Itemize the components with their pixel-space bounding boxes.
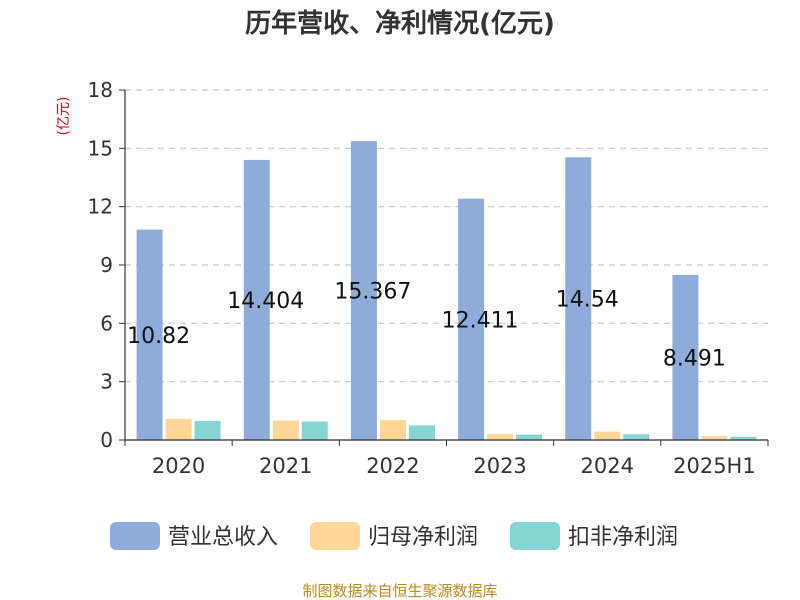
bar-series-1 [487,434,514,440]
data-label: 15.367 [334,280,411,305]
x-tick-label: 2021 [259,454,312,478]
legend-label: 扣非净利润 [568,525,678,550]
bar-series-0 [136,229,163,440]
legend-label: 营业总收入 [168,525,278,550]
bar-series-2 [623,434,650,440]
bar-series-0 [350,141,377,441]
grid-lines [125,89,768,383]
x-tick-label: 2025H1 [673,454,756,478]
bar-series-0 [458,198,485,440]
y-tick-label: 6 [100,311,113,335]
y-tick-label: 12 [88,195,113,219]
x-tick-label: 2022 [366,454,419,478]
bar-series-0 [565,157,592,440]
bars-group [136,141,757,441]
bar-series-2 [516,434,543,440]
legend-swatch [110,522,160,550]
bar-series-2 [301,421,328,440]
x-tick-label: 2023 [473,454,526,478]
y-axis-unit: (亿元) [56,97,72,136]
data-label: 14.404 [227,289,304,314]
y-tick-label: 9 [100,253,113,277]
x-tick-label: 2020 [152,454,205,478]
chart-title: 历年营收、净利情况(亿元) [245,8,555,39]
data-label: 10.82 [127,324,190,349]
data-label: 8.491 [663,346,726,371]
data-label: 12.411 [442,308,519,333]
y-tick-label: 18 [88,78,113,102]
bar-series-2 [408,425,435,440]
legend-swatch [310,522,360,550]
bar-series-1 [701,436,728,440]
legend: 营业总收入 归母净利润 扣非净利润 [110,522,678,550]
bar-series-0 [243,159,270,440]
y-tick-label: 15 [88,136,113,160]
axes-group: 0 3 6 9 12 15 18 2020 2021 2022 2023 2024 2025H1 [88,78,769,478]
x-tick-label: 2024 [581,454,634,478]
y-tick-label: 0 [100,428,113,452]
bar-series-1 [272,420,299,440]
data-labels: 10.82 14.404 15.367 12.411 14.54 8.491 [127,280,726,372]
bar-series-2 [194,420,221,440]
bar-series-1 [594,431,621,440]
bar-series-1 [165,419,192,440]
bar-series-1 [379,420,406,440]
legend-swatch [510,522,560,550]
y-tick-label: 3 [100,370,113,394]
source-note: 制图数据来自恒生聚源数据库 [302,582,497,600]
legend-label: 归母净利润 [368,525,478,550]
bar-series-0 [672,274,699,440]
bar-series-2 [730,436,757,440]
data-label: 14.54 [556,288,619,313]
